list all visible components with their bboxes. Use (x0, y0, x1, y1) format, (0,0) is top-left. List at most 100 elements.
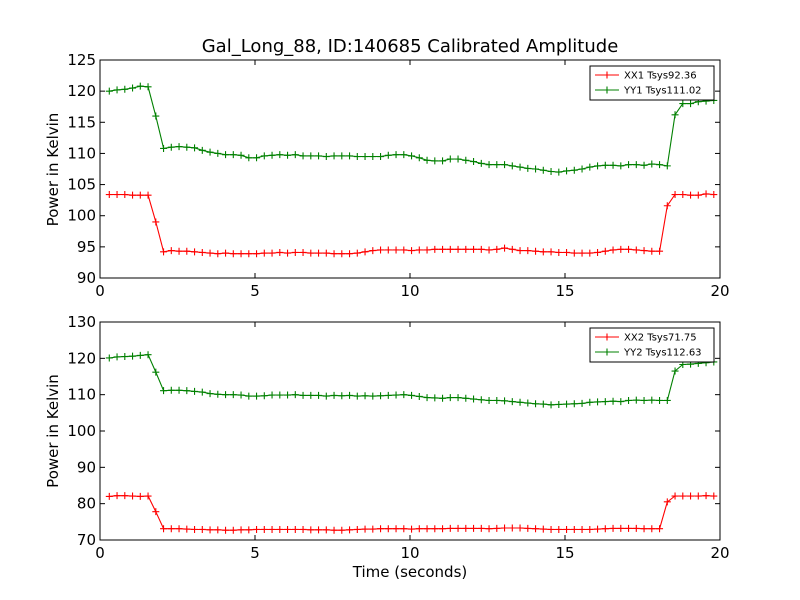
data-point-marker (268, 391, 276, 399)
legend-label: YY2 Tsys112.63 (623, 348, 702, 359)
data-point-marker (330, 391, 338, 399)
y-tick-label: 100 (67, 422, 96, 440)
data-point-marker (532, 525, 540, 533)
legend-box (589, 65, 715, 101)
data-point-marker (105, 492, 113, 500)
data-point-marker (609, 397, 617, 405)
data-point-marker (423, 394, 431, 402)
data-point-marker (167, 386, 175, 394)
data-point-marker (547, 167, 555, 175)
data-point-marker (454, 245, 462, 253)
data-point-marker (253, 392, 261, 400)
data-point-marker (276, 391, 284, 399)
data-point-marker (260, 392, 268, 400)
data-point-marker (586, 249, 594, 257)
data-point-marker (206, 148, 214, 156)
data-point-marker (206, 249, 214, 257)
data-point-marker (423, 156, 431, 164)
data-point-marker (431, 394, 439, 402)
data-point-marker (601, 247, 609, 255)
data-point-marker (609, 524, 617, 532)
data-point-marker (663, 498, 671, 506)
data-point-marker (439, 525, 447, 533)
data-point-marker (648, 160, 656, 168)
data-point-marker (129, 191, 137, 199)
data-point-marker (160, 144, 168, 152)
data-point-marker (315, 391, 323, 399)
data-point-marker (237, 151, 245, 159)
data-point-marker (284, 525, 292, 533)
data-point-marker (524, 247, 532, 255)
data-point-marker (400, 391, 408, 399)
data-point-marker (477, 524, 485, 532)
data-point-marker (485, 161, 493, 169)
y-tick-label: 100 (67, 207, 96, 225)
data-point-marker (493, 245, 501, 253)
data-point-marker (617, 162, 625, 170)
data-point-marker (121, 191, 129, 199)
data-point-marker (656, 396, 664, 404)
data-point-marker (508, 245, 516, 253)
data-point-marker (330, 152, 338, 160)
series-yy (105, 82, 718, 176)
data-point-marker (609, 161, 617, 169)
data-point-marker (299, 152, 307, 160)
data-point-marker (338, 526, 346, 534)
data-point-marker (446, 524, 454, 532)
data-point-marker (563, 248, 571, 256)
data-point-marker (485, 525, 493, 533)
bottom-y-axis-label: Power in Kelvin (44, 374, 62, 488)
data-point-marker (214, 526, 222, 534)
x-tick-label: 5 (250, 544, 260, 562)
data-point-marker (648, 396, 656, 404)
data-point-marker (663, 202, 671, 210)
data-point-marker (501, 397, 509, 405)
data-point-marker (470, 524, 478, 532)
data-point-marker (431, 525, 439, 533)
data-point-marker (594, 525, 602, 533)
data-point-marker (369, 247, 377, 255)
data-point-marker (454, 524, 462, 532)
data-point-marker (423, 525, 431, 533)
data-point-marker (462, 156, 470, 164)
data-point-marker (229, 151, 237, 159)
bottom-x-axis-label: Time (seconds) (352, 563, 468, 581)
data-point-marker (361, 392, 369, 400)
chart-title: Gal_Long_88, ID:140685 Calibrated Amplit… (202, 36, 619, 57)
data-point-marker (679, 492, 687, 500)
data-point-marker (245, 154, 253, 162)
data-point-marker (702, 492, 710, 500)
data-point-marker (222, 526, 230, 534)
data-point-marker (555, 168, 563, 176)
x-tick-label: 15 (555, 282, 574, 300)
data-point-marker (601, 525, 609, 533)
data-point-marker (198, 525, 206, 533)
data-point-marker (346, 152, 354, 160)
data-point-marker (687, 492, 695, 500)
data-point-marker (121, 492, 129, 500)
data-point-marker (617, 524, 625, 532)
series-line (109, 495, 714, 531)
data-point-marker (648, 525, 656, 533)
data-point-marker (167, 143, 175, 151)
data-point-marker (361, 248, 369, 256)
data-point-marker (175, 525, 183, 533)
data-point-marker (191, 144, 199, 152)
data-point-marker (307, 391, 315, 399)
data-point-marker (679, 100, 687, 108)
data-point-marker (570, 400, 578, 408)
series-xx (105, 190, 718, 258)
data-point-marker (152, 368, 160, 376)
data-point-marker (656, 247, 664, 255)
data-point-marker (384, 246, 392, 254)
data-point-marker (508, 162, 516, 170)
data-point-marker (539, 166, 547, 174)
data-point-marker (477, 396, 485, 404)
data-point-marker (330, 250, 338, 258)
data-point-marker (539, 400, 547, 408)
data-point-marker (291, 391, 299, 399)
data-point-marker (105, 87, 113, 95)
data-point-marker (183, 143, 191, 151)
data-point-marker (570, 249, 578, 257)
data-point-marker (291, 248, 299, 256)
